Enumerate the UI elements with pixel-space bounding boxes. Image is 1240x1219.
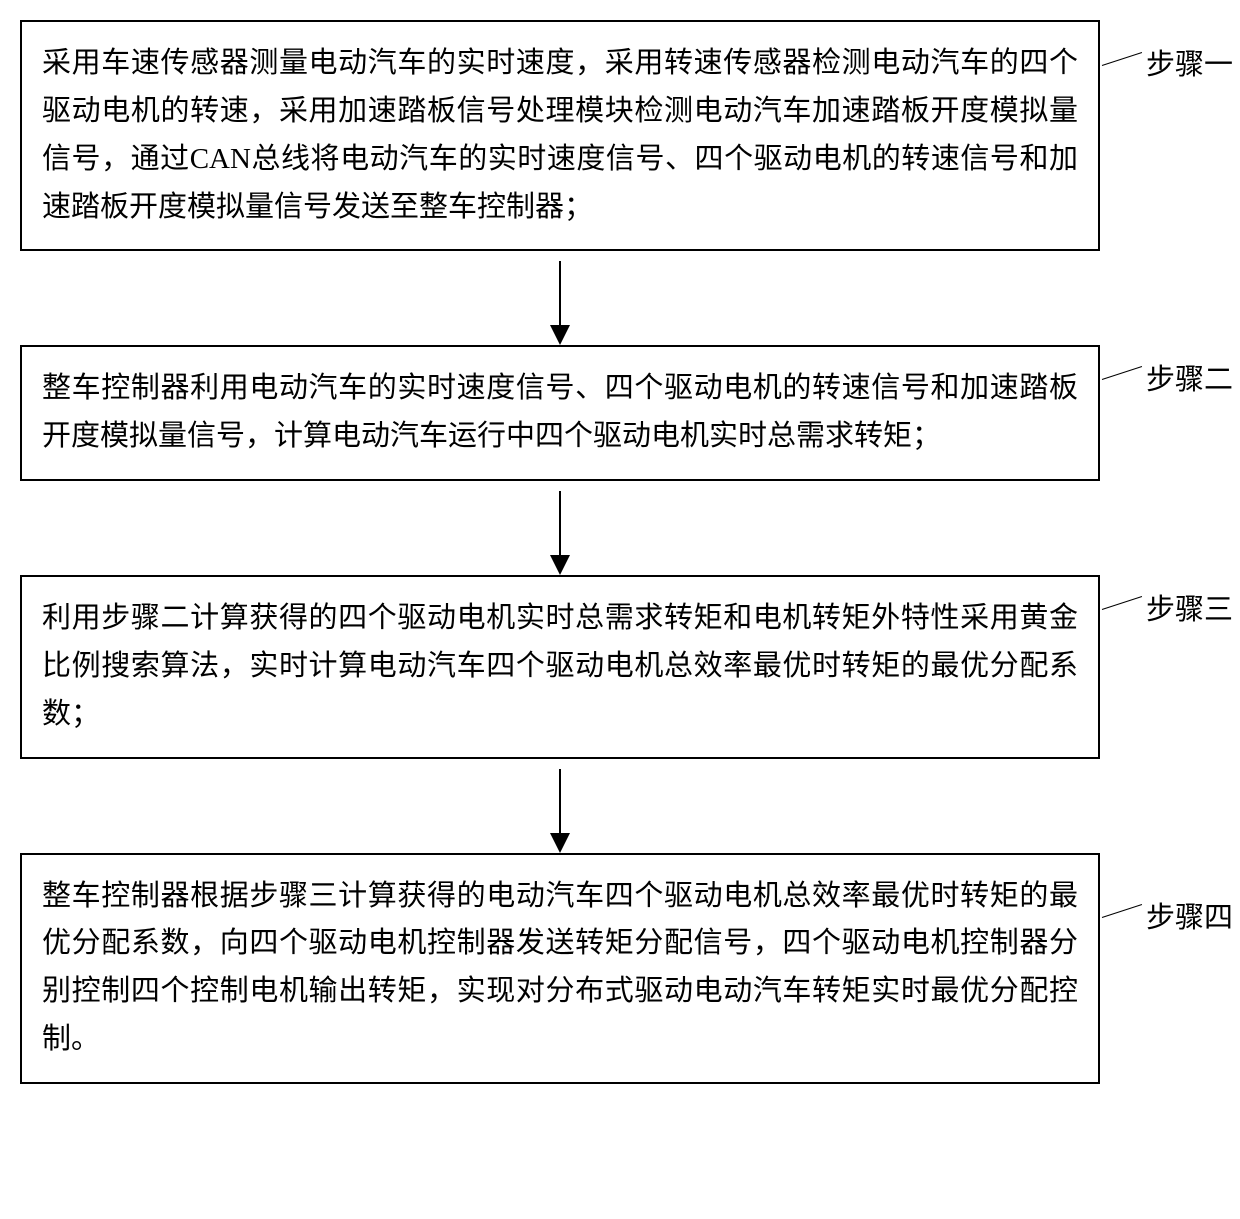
- arrow-3-4: [559, 759, 561, 853]
- step-box-1: 采用车速传感器测量电动汽车的实时速度，采用转速传感器检测电动汽车的四个驱动电机的…: [20, 20, 1100, 251]
- step-label-2: 步骤二: [1146, 357, 1233, 405]
- label-connector-1: [1102, 52, 1142, 66]
- step-box-4: 整车控制器根据步骤三计算获得的电动汽车四个驱动电机总效率最优时转矩的最优分配系数…: [20, 853, 1100, 1084]
- arrow-head-icon: [550, 325, 570, 345]
- label-connector-3: [1102, 596, 1142, 610]
- step-text-1: 采用车速传感器测量电动汽车的实时速度，采用转速传感器检测电动汽车的四个驱动电机的…: [42, 47, 1078, 223]
- flowchart-container: 采用车速传感器测量电动汽车的实时速度，采用转速传感器检测电动汽车的四个驱动电机的…: [20, 20, 1100, 1084]
- step-label-text-1: 步骤一: [1146, 49, 1233, 81]
- arrow-1-2: [559, 251, 561, 345]
- arrow-2-3: [559, 481, 561, 575]
- arrow-head-icon: [550, 833, 570, 853]
- step-label-3: 步骤三: [1146, 587, 1233, 635]
- step-label-text-3: 步骤三: [1146, 594, 1233, 626]
- step-label-text-2: 步骤二: [1146, 364, 1233, 396]
- label-connector-2: [1102, 366, 1142, 380]
- step-text-3: 利用步骤二计算获得的四个驱动电机实时总需求转矩和电机转矩外特性采用黄金比例搜索算…: [42, 602, 1078, 730]
- step-text-2: 整车控制器利用电动汽车的实时速度信号、四个驱动电机的转速信号和加速踏板开度模拟量…: [42, 372, 1078, 452]
- step-text-4: 整车控制器根据步骤三计算获得的电动汽车四个驱动电机总效率最优时转矩的最优分配系数…: [42, 880, 1078, 1056]
- arrow-line-icon: [559, 261, 561, 335]
- step-label-1: 步骤一: [1146, 42, 1233, 90]
- arrow-line-icon: [559, 769, 561, 843]
- step-box-3: 利用步骤二计算获得的四个驱动电机实时总需求转矩和电机转矩外特性采用黄金比例搜索算…: [20, 575, 1100, 759]
- arrow-head-icon: [550, 555, 570, 575]
- step-label-4: 步骤四: [1146, 895, 1233, 943]
- step-label-text-4: 步骤四: [1146, 902, 1233, 934]
- step-box-2: 整车控制器利用电动汽车的实时速度信号、四个驱动电机的转速信号和加速踏板开度模拟量…: [20, 345, 1100, 481]
- label-connector-4: [1102, 904, 1142, 918]
- arrow-line-icon: [559, 491, 561, 565]
